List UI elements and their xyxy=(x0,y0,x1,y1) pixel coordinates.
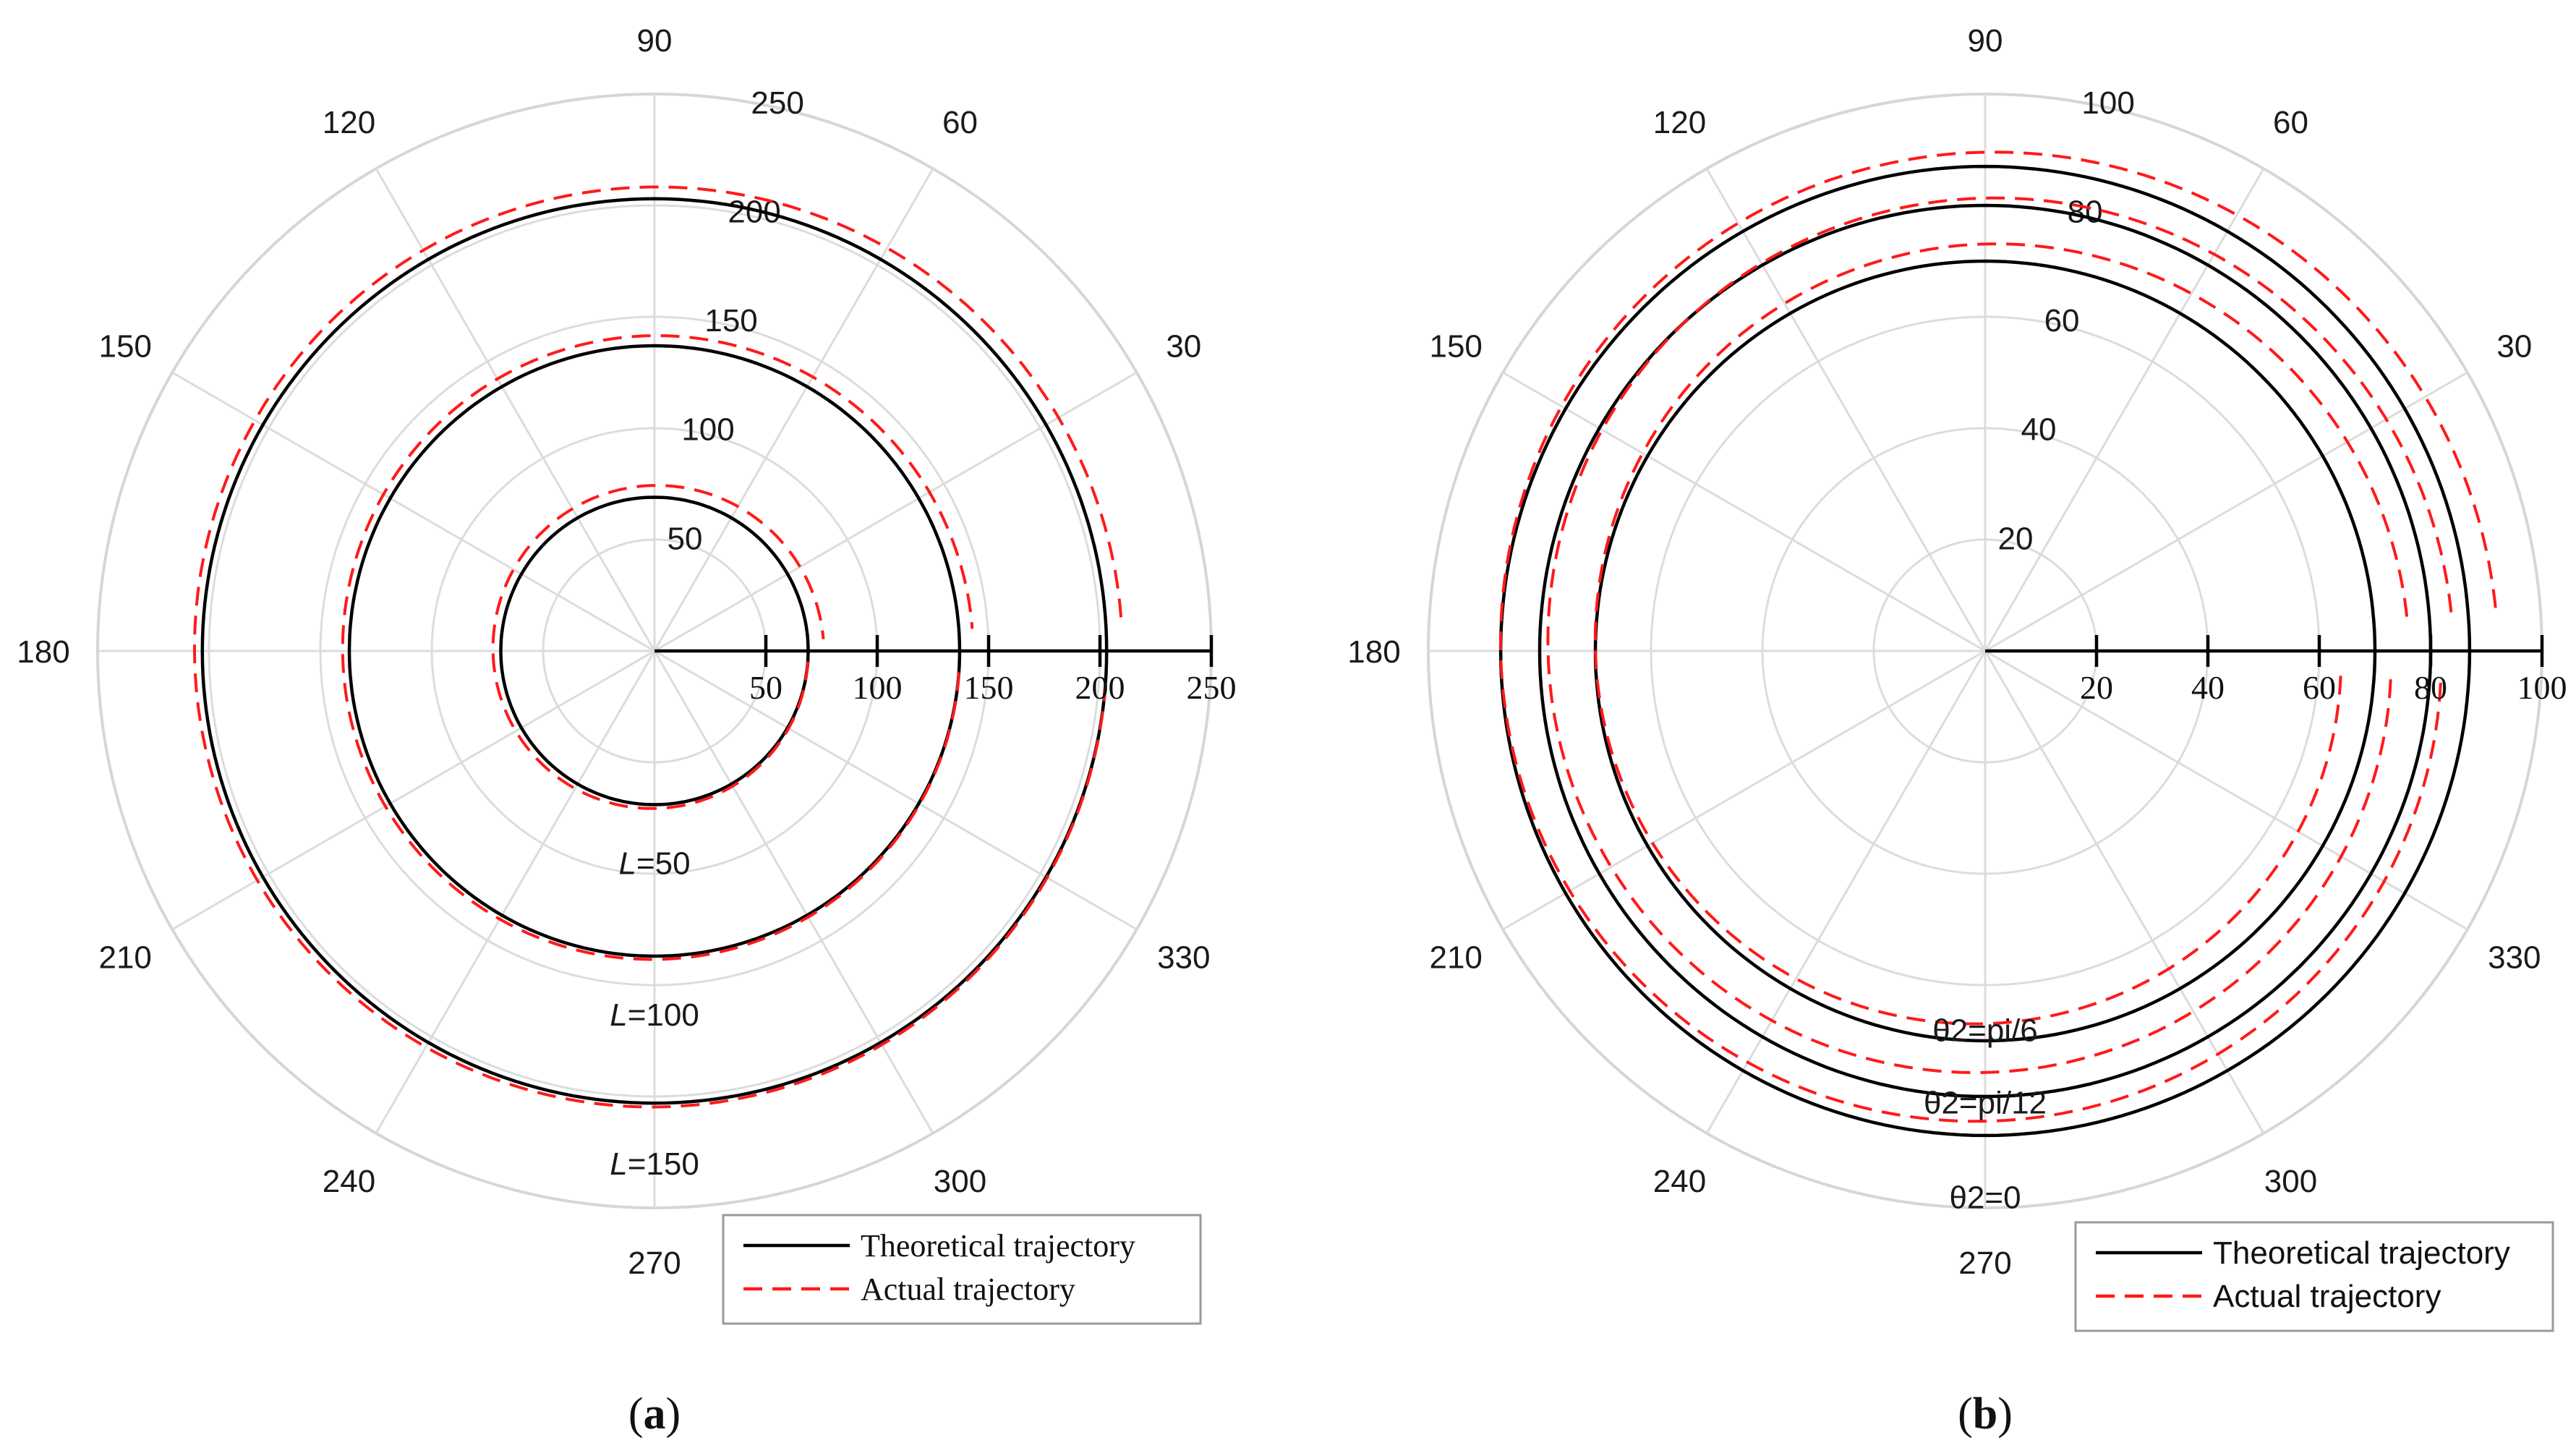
angle-label-90: 90 xyxy=(637,23,673,59)
angle-label-90: 90 xyxy=(1968,23,2003,59)
angle-label-330: 330 xyxy=(2488,940,2541,976)
radial-label-100: 100 xyxy=(681,412,734,448)
polar-chart-b: 90 60 30 330 300 270 240 210 180 150 120 20 40 60 80 10… xyxy=(1347,23,2567,1439)
axis-tick-label-250: 250 xyxy=(1187,669,1237,706)
angle-label-300: 300 xyxy=(2264,1164,2317,1199)
radial-label-60: 60 xyxy=(2044,303,2080,338)
theoretical-trajectory-curve-1 xyxy=(499,495,810,806)
grid-spoke-60 xyxy=(1984,168,2265,652)
grid-spoke-30 xyxy=(1984,371,2468,652)
curve-annotation-2: θ2=pi/12 xyxy=(1924,1086,2047,1121)
angle-label-120: 120 xyxy=(1653,105,1706,140)
angle-label-240: 240 xyxy=(323,1164,375,1199)
grid-spoke-120 xyxy=(1705,168,1987,652)
axis-tick-label-200: 200 xyxy=(1075,669,1125,706)
panel-label: (a) xyxy=(628,1389,681,1439)
radial-label-50: 50 xyxy=(668,521,703,556)
theoretical-trajectory-curve-3 xyxy=(200,197,1109,1105)
grid-spoke-120 xyxy=(375,168,656,652)
polar-chart-a: 90 60 30 330 300 270 240 210 180 150 120 50 100 150 20… xyxy=(17,23,1236,1439)
curve-annotation-3: θ2=0 xyxy=(1949,1180,2021,1215)
angle-label-180: 180 xyxy=(17,634,69,670)
angle-label-30: 30 xyxy=(1166,329,1201,365)
angle-label-300: 300 xyxy=(934,1164,986,1199)
axis-tick-label-50: 50 xyxy=(749,669,782,706)
grid-spoke-240 xyxy=(1705,650,1987,1134)
axis-tick-label-40: 40 xyxy=(2191,669,2225,706)
grid-spoke-330 xyxy=(654,650,1138,931)
axis-tick-label-150: 150 xyxy=(964,669,1014,706)
grid-spoke-330 xyxy=(1984,650,2468,931)
angle-label-240: 240 xyxy=(1653,1164,1706,1199)
radial-label-20: 20 xyxy=(1998,521,2034,556)
legend-entry-2: Actual trajectory xyxy=(861,1272,1075,1307)
axis-tick-label-100: 100 xyxy=(853,669,903,706)
axis-tick-label-20: 20 xyxy=(2080,669,2113,706)
angle-label-60: 60 xyxy=(942,105,978,140)
curve-annotation-1: θ2=pi/6 xyxy=(1932,1013,2038,1048)
angle-label-150: 150 xyxy=(98,329,151,365)
angle-label-150: 150 xyxy=(1429,329,1482,365)
angle-label-270: 270 xyxy=(628,1245,681,1281)
angle-label-60: 60 xyxy=(2273,105,2308,140)
grid-spoke-150 xyxy=(171,371,655,652)
radial-label-250: 250 xyxy=(751,85,803,121)
legend-entry-1: Theoretical trajectory xyxy=(861,1228,1135,1264)
grid-spoke-150 xyxy=(1502,371,1986,652)
angle-label-270: 270 xyxy=(1958,1245,2011,1281)
angle-label-30: 30 xyxy=(2496,329,2532,365)
theoretical-trajectory-curve-3 xyxy=(1498,164,2472,1138)
angle-label-330: 330 xyxy=(1157,940,1210,976)
panel-label: (b) xyxy=(1958,1389,2013,1439)
grid-spoke-30 xyxy=(654,371,1138,652)
axis-tick-label-100: 100 xyxy=(2517,669,2567,706)
actual-trajectory-curve-3 xyxy=(1498,150,2498,1123)
radial-label-80: 80 xyxy=(2068,194,2103,229)
grid-spoke-300 xyxy=(653,650,934,1134)
axis-tick-label-80: 80 xyxy=(2414,669,2447,706)
axis-tick-label-60: 60 xyxy=(2303,669,2336,706)
grid-spoke-240 xyxy=(375,650,656,1134)
radial-label-150: 150 xyxy=(704,303,757,338)
actual-trajectory-curve-3 xyxy=(192,185,1123,1109)
legend-entry-1: Theoretical trajectory xyxy=(2213,1235,2510,1271)
grid-spoke-60 xyxy=(653,168,934,652)
angle-label-210: 210 xyxy=(1429,940,1482,976)
actual-trajectory-curve-2 xyxy=(1546,196,2454,1074)
curve-annotation-3: L=150 xyxy=(610,1146,699,1182)
legend-box xyxy=(722,1214,1202,1325)
angle-label-120: 120 xyxy=(323,105,375,140)
grid-spoke-210 xyxy=(1502,650,1986,931)
radial-label-40: 40 xyxy=(2021,412,2057,448)
legend-box xyxy=(2074,1221,2554,1332)
curve-annotation-2: L=100 xyxy=(610,997,699,1033)
actual-trajectory-curve-1 xyxy=(491,484,825,810)
radial-label-200: 200 xyxy=(728,194,780,229)
curve-annotation-1: L=50 xyxy=(618,846,690,881)
angle-label-210: 210 xyxy=(98,940,151,976)
actual-trajectory-curve-1 xyxy=(1593,242,2409,1026)
grid-spoke-210 xyxy=(171,650,655,931)
theoretical-trajectory-curve-2 xyxy=(1538,203,2433,1099)
legend-entry-2: Actual trajectory xyxy=(2213,1279,2441,1314)
grid-spoke-300 xyxy=(1984,650,2265,1134)
angle-label-180: 180 xyxy=(1347,634,1400,670)
radial-label-100: 100 xyxy=(2081,85,2134,121)
theoretical-trajectory-curve-2 xyxy=(347,344,962,958)
